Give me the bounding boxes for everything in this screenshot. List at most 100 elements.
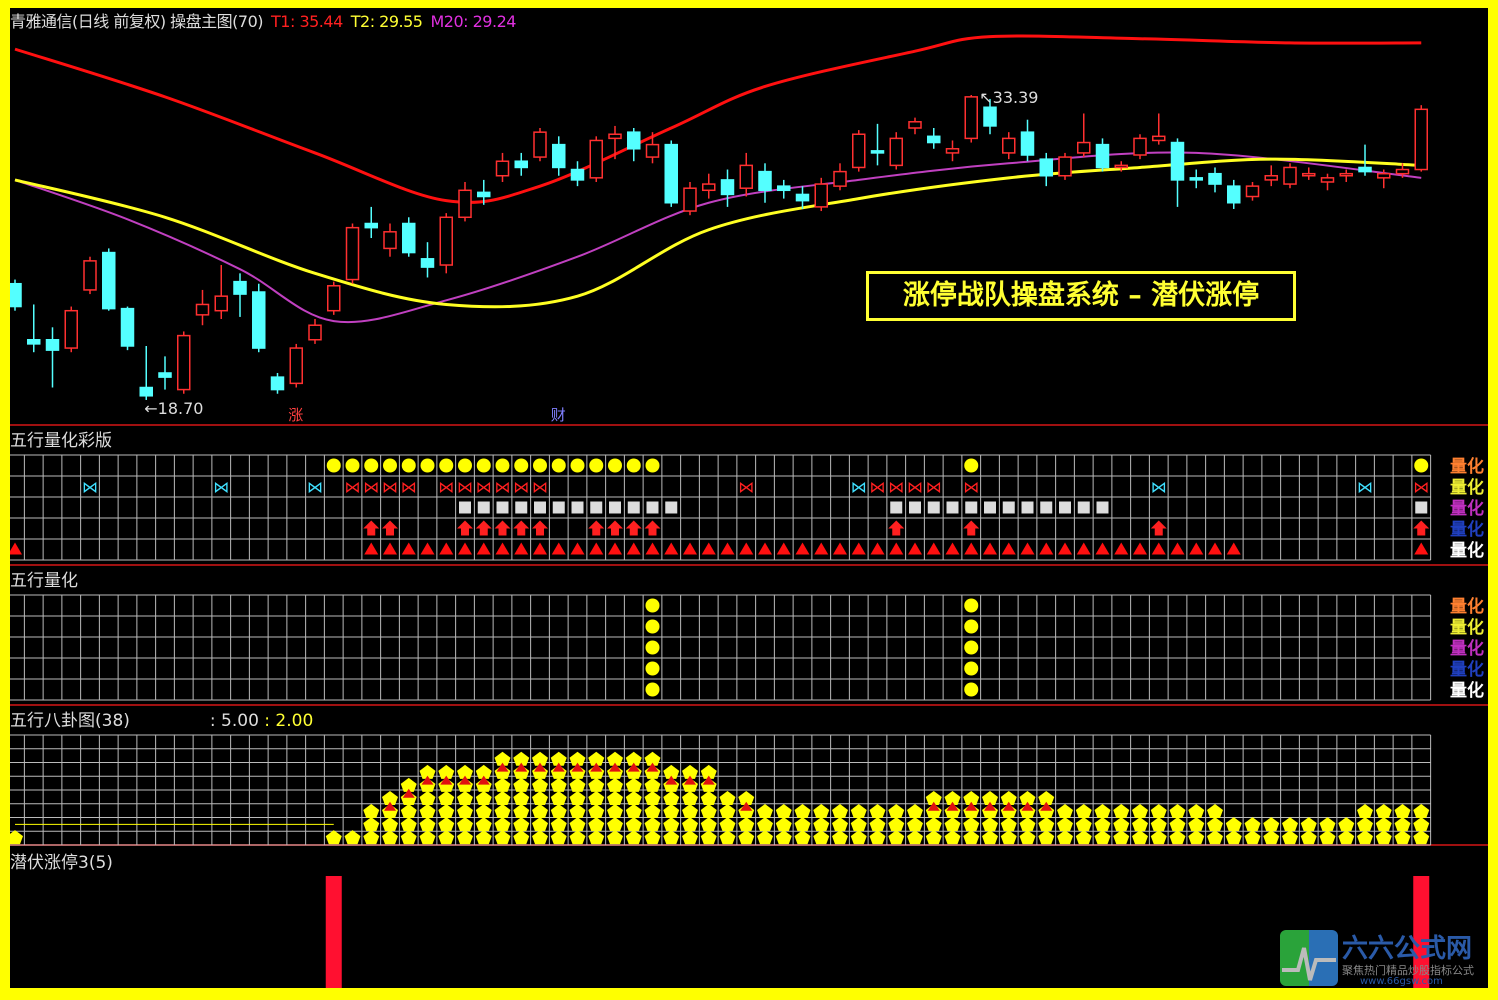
yellow-pentagon-icon bbox=[625, 790, 642, 805]
yellow-pentagon-icon bbox=[625, 777, 642, 792]
t2-value: T2: 29.55 bbox=[350, 12, 423, 31]
logo-url: www.66gsw.com bbox=[1360, 976, 1443, 987]
yellow-pentagon-icon bbox=[607, 804, 623, 818]
red-triangle-icon bbox=[795, 542, 810, 555]
site-logo: 六六公式网 聚焦热门精品炒股指标公式 www.66gsw.com bbox=[1280, 930, 1488, 988]
yellow-pentagon-icon bbox=[738, 817, 755, 832]
red-triangle-icon bbox=[720, 542, 735, 555]
yellow-pentagon-icon bbox=[1375, 817, 1392, 832]
bagua-grid bbox=[10, 734, 1432, 846]
red-triangle-icon bbox=[814, 542, 829, 555]
yellow-pentagon-icon bbox=[1225, 817, 1242, 832]
yellow-pentagon-icon bbox=[625, 804, 642, 818]
candle-body bbox=[889, 137, 903, 167]
yellow-pentagon-icon bbox=[907, 817, 923, 832]
yellow-pentagon-icon bbox=[1038, 804, 1055, 818]
yellow-pentagon-icon bbox=[1075, 830, 1092, 845]
candle bbox=[795, 186, 810, 209]
yellow-circle-icon bbox=[476, 458, 491, 473]
t1-value: T1: 35.44 bbox=[271, 12, 343, 31]
butterfly-icon: ⋈ bbox=[870, 478, 886, 497]
yellow-pentagon-icon bbox=[550, 777, 567, 792]
candle bbox=[758, 163, 772, 203]
white-square-icon bbox=[946, 501, 959, 514]
candle bbox=[83, 256, 97, 295]
yellow-pentagon-icon bbox=[888, 830, 905, 845]
white-square-icon bbox=[1077, 501, 1090, 514]
yellow-pentagon-icon bbox=[1113, 830, 1130, 845]
red-triangle-icon bbox=[739, 542, 754, 555]
white-square-icon bbox=[909, 501, 921, 514]
yellow-pentagon-icon bbox=[832, 817, 848, 832]
yellow-pentagon-icon bbox=[400, 790, 417, 805]
candle bbox=[1152, 113, 1166, 145]
bagua-value-1: : 5.00 bbox=[209, 711, 259, 731]
yellow-pentagon-icon bbox=[438, 830, 455, 845]
yellow-pentagon-icon bbox=[925, 817, 942, 832]
white-square-icon bbox=[646, 501, 659, 514]
yellow-pentagon-icon bbox=[588, 804, 605, 818]
yellow-pentagon-icon bbox=[400, 817, 417, 832]
candle bbox=[1208, 167, 1222, 193]
candle-body bbox=[383, 231, 397, 250]
yellow-pentagon-icon bbox=[1413, 817, 1430, 832]
white-square-icon bbox=[459, 501, 471, 514]
yellow-circle-icon bbox=[645, 682, 660, 697]
white-square-icon bbox=[534, 501, 546, 514]
candle bbox=[514, 152, 528, 176]
red-triangle-icon bbox=[889, 542, 904, 555]
red-mark-icon bbox=[384, 801, 396, 811]
candle-body bbox=[983, 106, 997, 127]
butterfly-icon: ⋈ bbox=[532, 478, 548, 497]
red-mark-icon bbox=[702, 775, 715, 785]
butterfly-icon: ⋈ bbox=[907, 478, 923, 497]
yellow-pentagon-icon bbox=[494, 817, 511, 832]
chart-canvas[interactable]: ↖33.39←18.70 涨财⋈ ⋈ ⋈ ⋈ ⋈ ⋈⋈ ⋈ ⋈ ⋈ ⋈ ⋈ ⋈ ⋈ ⋈ ⋈ ⋈ ⋈ ⋈ ⋈ ⋈ ⋈ ⋈ bbox=[10, 8, 1488, 988]
red-mark-icon bbox=[590, 762, 603, 772]
yellow-circle-icon bbox=[964, 661, 979, 676]
candle bbox=[739, 152, 753, 197]
yellow-circle-icon bbox=[326, 458, 341, 473]
red-triangle-icon bbox=[364, 542, 379, 555]
yellow-pentagon-icon bbox=[963, 817, 980, 832]
yellow-pentagon-icon bbox=[1113, 804, 1130, 818]
yellow-pentagon-icon bbox=[475, 777, 492, 792]
yellow-pentagon-icon bbox=[569, 830, 586, 845]
candle bbox=[102, 248, 116, 311]
yellow-pentagon-icon bbox=[813, 830, 830, 845]
yellow-pentagon-icon bbox=[794, 817, 811, 832]
yellow-pentagon-icon bbox=[532, 804, 548, 818]
butterfly-icon: ⋈ bbox=[851, 478, 867, 497]
candle-body bbox=[1283, 166, 1297, 185]
yellow-pentagon-icon bbox=[700, 777, 717, 792]
yellow-pentagon-icon bbox=[550, 804, 567, 818]
yellow-circle-icon bbox=[364, 458, 379, 473]
yellow-pentagon-icon bbox=[382, 817, 398, 832]
candle-body bbox=[252, 291, 266, 349]
yellow-pentagon-icon bbox=[663, 830, 680, 845]
candle bbox=[1414, 105, 1428, 172]
candle-body bbox=[702, 183, 716, 192]
system-banner: 涨停战队操盘系统 – 潜伏涨停 bbox=[866, 271, 1296, 321]
red-triangle-icon bbox=[1208, 542, 1222, 555]
white-square-icon bbox=[627, 501, 640, 514]
yellow-pentagon-icon bbox=[963, 830, 980, 845]
candle bbox=[1039, 152, 1053, 187]
yellow-pentagon-icon bbox=[588, 830, 605, 845]
yellow-circle-icon bbox=[589, 458, 604, 473]
yellow-pentagon-icon bbox=[532, 777, 548, 792]
candle bbox=[589, 136, 603, 182]
candle-body bbox=[1302, 172, 1316, 177]
butterfly-icon: ⋈ bbox=[1413, 478, 1429, 497]
candle bbox=[627, 128, 641, 162]
yellow-pentagon-icon bbox=[607, 817, 623, 832]
candle-body bbox=[1227, 185, 1241, 204]
yellow-pentagon-icon bbox=[719, 790, 736, 805]
butterfly-icon: ⋈ bbox=[963, 478, 979, 497]
yellow-pentagon-icon bbox=[550, 790, 567, 805]
legend-label: 量化 bbox=[1450, 541, 1484, 561]
yellow-pentagon-icon bbox=[457, 790, 473, 805]
white-square-icon bbox=[609, 501, 621, 514]
yellow-pentagon-icon bbox=[457, 817, 473, 832]
yellow-pentagon-icon bbox=[513, 777, 530, 792]
